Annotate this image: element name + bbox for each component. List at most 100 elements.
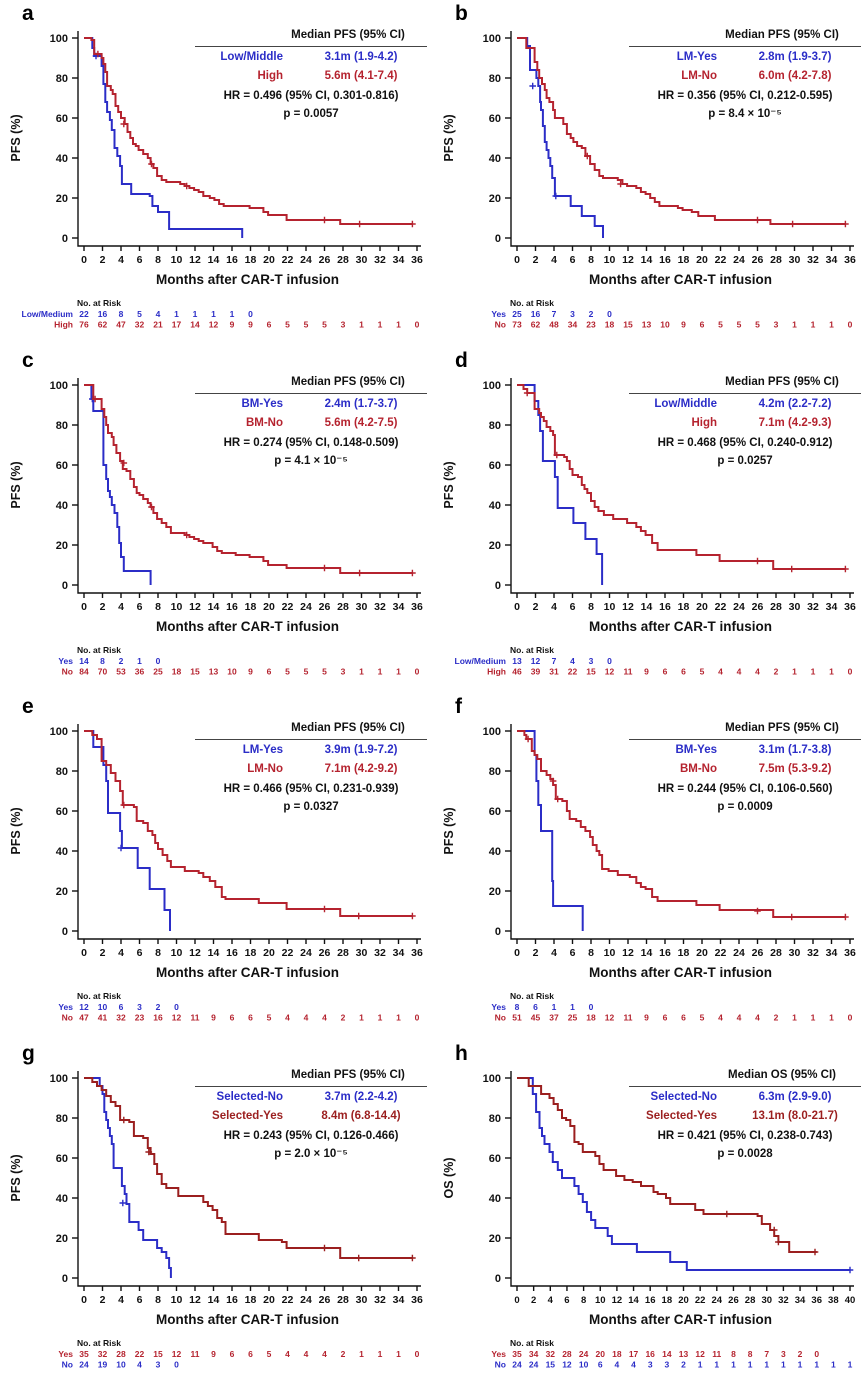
svg-text:1: 1 <box>731 1359 736 1369</box>
svg-text:16: 16 <box>531 309 541 319</box>
km-curve-blue <box>517 37 604 238</box>
svg-text:2: 2 <box>341 1349 346 1359</box>
svg-text:40: 40 <box>56 153 68 165</box>
svg-text:34: 34 <box>826 601 838 613</box>
svg-text:0: 0 <box>415 666 420 676</box>
svg-text:6: 6 <box>267 666 272 676</box>
svg-text:7: 7 <box>552 656 557 666</box>
censor-mark <box>120 801 128 809</box>
svg-text:1: 1 <box>396 1013 401 1023</box>
censor-mark <box>321 905 328 913</box>
svg-text:20: 20 <box>489 886 501 898</box>
svg-text:36: 36 <box>411 601 423 613</box>
svg-text:80: 80 <box>489 73 501 85</box>
censor-mark <box>145 1148 153 1155</box>
svg-text:2: 2 <box>100 254 106 266</box>
svg-text:0: 0 <box>81 947 87 959</box>
legend-row: BM-No 7.5m (5.3-9.2) <box>629 761 861 778</box>
svg-text:0: 0 <box>495 233 501 245</box>
svg-text:4: 4 <box>755 1013 760 1023</box>
legend-row: BM-Yes 3.1m (1.7-3.8) <box>629 742 861 759</box>
svg-text:20: 20 <box>696 254 708 266</box>
svg-text:2: 2 <box>533 254 539 266</box>
censor-mark <box>754 557 761 564</box>
svg-text:4: 4 <box>551 254 557 266</box>
svg-text:2: 2 <box>100 601 106 613</box>
hr-text: HR = 0.274 (95% CI, 0.148-0.509) <box>223 436 399 449</box>
censor-mark <box>617 180 624 188</box>
svg-text:100: 100 <box>483 726 501 738</box>
svg-text:40: 40 <box>489 846 501 858</box>
svg-text:26: 26 <box>319 601 331 613</box>
svg-text:15: 15 <box>153 1349 163 1359</box>
svg-text:No. at Risk: No. at Risk <box>77 991 121 1001</box>
p-value-text: p = 0.0009 <box>717 801 773 813</box>
km-panel-c: c 0 20 40 60 80 100 0 2 4 6 8 10 12 14 16 18 20 22 24 26 28 3… <box>0 347 433 694</box>
censor-mark <box>554 795 561 803</box>
svg-text:16: 16 <box>226 601 238 613</box>
legend-row: Selected-Yes 8.4m (6.8-14.4) <box>195 1108 427 1125</box>
svg-text:7: 7 <box>764 1349 769 1359</box>
svg-text:30: 30 <box>356 254 368 266</box>
hr-text: HR = 0.466 (95% CI, 0.231-0.939) <box>223 783 399 795</box>
svg-text:0: 0 <box>81 1294 87 1306</box>
svg-text:26: 26 <box>752 601 764 613</box>
svg-text:48: 48 <box>549 320 559 330</box>
svg-text:30: 30 <box>789 947 801 959</box>
svg-text:Months after CAR-T infusion: Months after CAR-T infusion <box>156 619 339 634</box>
svg-text:30: 30 <box>356 1294 368 1306</box>
svg-text:11: 11 <box>191 1013 200 1023</box>
svg-text:24: 24 <box>529 1359 539 1369</box>
svg-text:PFS (%): PFS (%) <box>442 114 456 161</box>
svg-text:OS (%): OS (%) <box>442 1157 456 1198</box>
panel-letter: c <box>22 348 34 372</box>
svg-text:1: 1 <box>714 1359 719 1369</box>
axes <box>72 1070 421 1291</box>
svg-text:0: 0 <box>589 1002 594 1012</box>
svg-text:3: 3 <box>341 666 346 676</box>
svg-text:12: 12 <box>562 1359 572 1369</box>
svg-text:8: 8 <box>588 254 594 266</box>
svg-text:0: 0 <box>62 926 68 938</box>
svg-text:20: 20 <box>263 601 275 613</box>
svg-text:No: No <box>495 320 506 330</box>
svg-text:6: 6 <box>248 1349 253 1359</box>
svg-text:41: 41 <box>98 1013 108 1023</box>
censor-mark <box>524 735 532 743</box>
svg-text:4: 4 <box>737 1013 742 1023</box>
axes <box>505 1070 854 1291</box>
svg-text:12: 12 <box>189 601 201 613</box>
svg-text:4: 4 <box>737 666 742 676</box>
svg-text:18: 18 <box>245 601 257 613</box>
svg-text:32: 32 <box>135 320 145 330</box>
svg-text:1: 1 <box>378 1013 383 1023</box>
legend-row: Low/Middle 3.1m (1.9-4.2) <box>195 49 427 66</box>
svg-text:24: 24 <box>300 601 312 613</box>
svg-text:25: 25 <box>568 1013 578 1023</box>
svg-text:3: 3 <box>664 1359 669 1369</box>
svg-text:10: 10 <box>579 1359 589 1369</box>
km-curve-red <box>84 730 416 920</box>
svg-text:PFS (%): PFS (%) <box>9 1154 23 1201</box>
svg-text:1: 1 <box>137 656 142 666</box>
svg-text:16: 16 <box>659 254 671 266</box>
svg-text:17: 17 <box>629 1349 639 1359</box>
svg-text:26: 26 <box>319 254 331 266</box>
svg-text:22: 22 <box>715 601 727 613</box>
svg-text:26: 26 <box>728 1295 739 1306</box>
series-median: 6.0m (4.2-7.8) <box>758 70 832 82</box>
svg-text:No: No <box>62 1359 73 1369</box>
legend: Median PFS (95% CI) BM-Yes 3.1m (1.7-3.8… <box>629 720 861 816</box>
svg-text:16: 16 <box>226 254 238 266</box>
svg-text:36: 36 <box>135 666 145 676</box>
svg-text:24: 24 <box>300 254 312 266</box>
svg-text:1: 1 <box>378 320 383 330</box>
censor-mark <box>770 1226 778 1233</box>
km-panel-d: d 0 20 40 60 80 100 0 2 4 6 8 10 12 14 16 18 20 22 24 26 28 3… <box>433 347 867 694</box>
svg-text:32: 32 <box>807 947 819 959</box>
svg-text:0: 0 <box>495 580 501 592</box>
km-panel-f: f 0 20 40 60 80 100 0 2 4 6 8 10 12 14 16 18 20 22 24 26 28 3… <box>433 693 867 1040</box>
series-median: 8.4m (6.8-14.4) <box>321 1109 401 1122</box>
